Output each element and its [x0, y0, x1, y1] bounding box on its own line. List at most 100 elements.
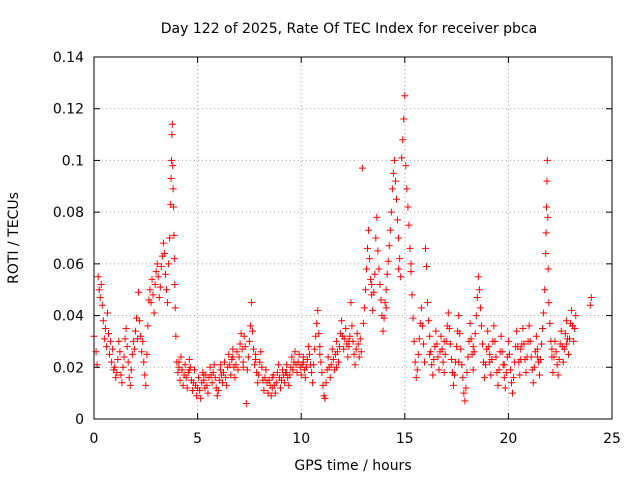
data-point — [463, 368, 471, 376]
data-point — [181, 361, 189, 369]
data-point — [293, 368, 301, 376]
chart-title: Day 122 of 2025, Rate Of TEC Index for r… — [161, 21, 537, 37]
data-point — [169, 162, 177, 170]
x-tick-label: 0 — [90, 431, 99, 447]
y-tick-label: 0.02 — [53, 360, 84, 376]
data-point — [305, 350, 313, 358]
data-point — [261, 374, 269, 382]
data-point — [543, 203, 551, 211]
data-point — [223, 381, 231, 389]
data-point — [407, 268, 415, 276]
data-point — [586, 301, 594, 309]
data-point — [135, 288, 143, 296]
data-point — [170, 203, 178, 211]
data-point — [541, 286, 549, 294]
data-point — [314, 306, 322, 314]
data-point — [213, 392, 221, 400]
data-point — [141, 371, 149, 379]
data-point — [220, 368, 227, 376]
data-point — [171, 281, 179, 289]
data-point — [131, 327, 139, 335]
data-point — [544, 213, 552, 221]
data-point — [467, 335, 475, 343]
data-point — [564, 350, 572, 358]
data-point — [342, 325, 350, 332]
data-point — [283, 368, 291, 376]
data-point — [557, 327, 565, 335]
data-point — [587, 293, 595, 301]
data-point — [124, 358, 132, 366]
data-point — [111, 363, 119, 371]
data-point — [236, 340, 244, 348]
data-point — [241, 343, 249, 351]
data-point — [94, 273, 102, 281]
data-point — [402, 162, 410, 170]
data-point — [197, 394, 205, 402]
data-point — [120, 353, 128, 361]
x-tick-label: 10 — [292, 431, 310, 447]
data-point — [170, 255, 178, 263]
data-point — [357, 348, 365, 356]
data-point — [211, 374, 219, 382]
data-point — [226, 361, 234, 369]
data-point — [147, 299, 155, 307]
data-point — [474, 273, 482, 281]
data-point — [409, 314, 417, 322]
data-point — [530, 363, 538, 371]
data-point — [432, 327, 440, 335]
data-point — [490, 322, 498, 330]
data-point — [333, 348, 341, 356]
data-point — [494, 381, 502, 389]
data-point — [267, 392, 275, 400]
data-point — [171, 304, 179, 312]
data-point — [487, 371, 495, 379]
data-point — [313, 319, 321, 327]
data-point — [388, 185, 396, 193]
data-point — [321, 394, 329, 402]
data-point — [405, 221, 413, 229]
data-point — [169, 185, 177, 193]
data-point — [216, 361, 224, 369]
data-point — [304, 343, 312, 351]
data-point — [380, 314, 388, 322]
data-point — [477, 322, 485, 330]
data-point — [428, 361, 436, 369]
data-point — [543, 156, 551, 164]
data-point — [354, 340, 362, 348]
data-point — [400, 115, 408, 123]
data-point — [166, 234, 174, 242]
data-point — [341, 335, 349, 343]
data-point — [244, 353, 252, 361]
data-point — [302, 363, 310, 371]
data-point — [500, 361, 508, 369]
data-point — [447, 356, 455, 364]
data-point — [444, 309, 452, 317]
data-point — [466, 319, 474, 327]
data-point — [301, 374, 309, 382]
data-point — [460, 389, 468, 397]
data-point — [399, 136, 407, 144]
x-tick-label: 15 — [396, 431, 414, 447]
data-point — [311, 345, 319, 353]
data-point — [295, 350, 303, 358]
data-point — [403, 185, 411, 193]
y-tick-label: 0.14 — [53, 50, 84, 66]
data-point — [252, 356, 260, 364]
data-point — [174, 368, 182, 376]
data-point — [106, 350, 114, 358]
data-point — [150, 309, 158, 317]
data-point — [516, 371, 524, 379]
data-point — [364, 244, 372, 252]
data-point — [484, 327, 492, 335]
data-point — [140, 358, 148, 366]
data-point — [243, 366, 251, 374]
data-point — [362, 265, 370, 273]
data-point — [538, 340, 546, 348]
data-point — [482, 361, 490, 369]
data-point — [99, 317, 107, 325]
data-point — [332, 337, 340, 345]
data-point — [257, 348, 265, 356]
data-point — [562, 340, 570, 348]
data-point — [353, 330, 361, 338]
data-point — [411, 358, 419, 366]
